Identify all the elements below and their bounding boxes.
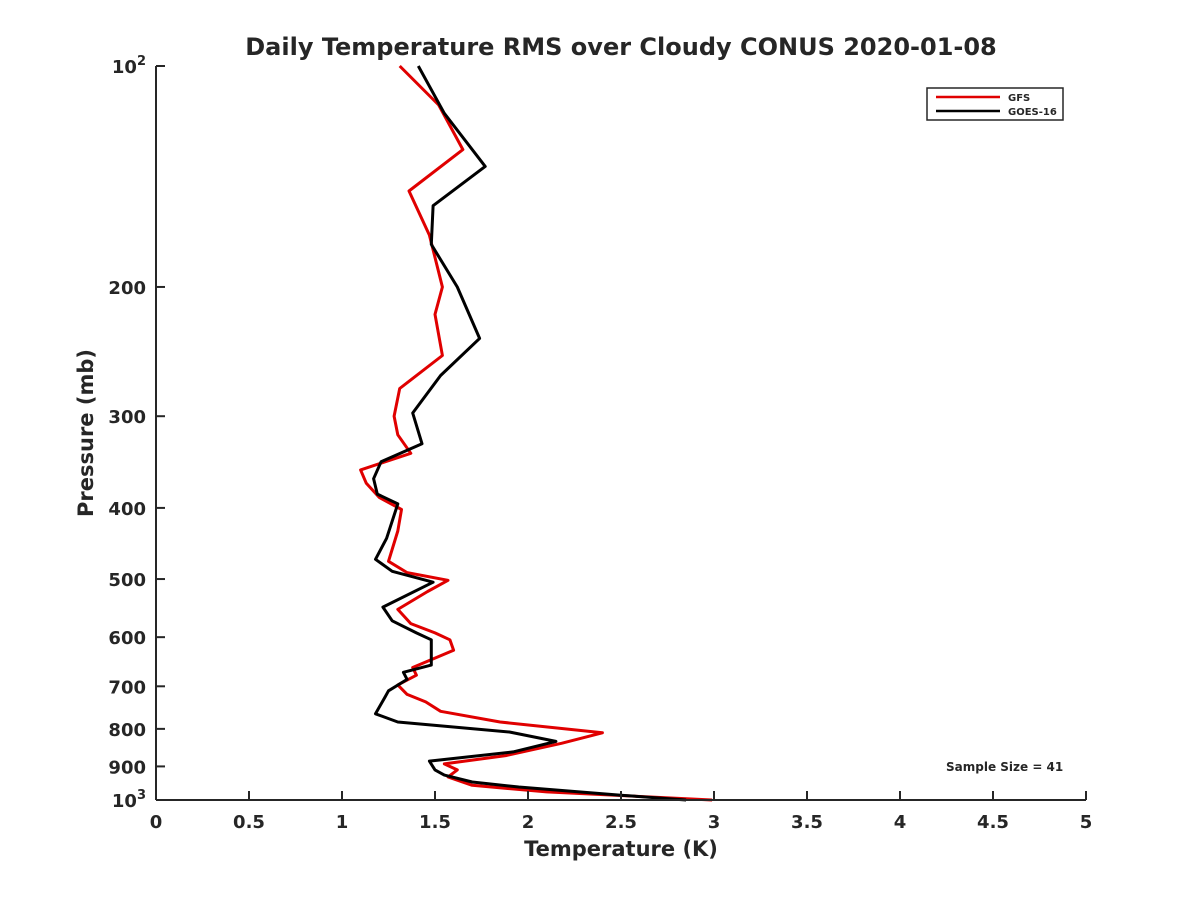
legend: GFS GOES-16 (926, 87, 1064, 121)
x-tick-label: 0.5 (233, 812, 265, 833)
legend-box (926, 87, 1064, 121)
y-ticks: 102 200 300 400 500 600 700 800 900 103 (108, 54, 165, 812)
x-tick-label: 2.5 (605, 812, 637, 833)
x-tick-label: 1.5 (419, 812, 451, 833)
y-tick-label: 500 (108, 570, 146, 591)
y-tick-label: 400 (108, 499, 146, 520)
x-tick-label: 4 (894, 812, 907, 833)
x-tick-label: 4.5 (977, 812, 1009, 833)
x-tick-label: 3.5 (791, 812, 823, 833)
y-tick-label: 600 (108, 628, 146, 649)
y-axis-label: Pressure (mb) (74, 349, 98, 517)
x-ticks: 0 0.5 1 1.5 2 2.5 3 3.5 4 4.5 5 (150, 791, 1093, 833)
x-tick-label: 1 (336, 812, 349, 833)
y-tick-label: 900 (108, 757, 146, 778)
chart-title: Daily Temperature RMS over Cloudy CONUS … (245, 33, 997, 61)
legend-label-gfs: GFS (1008, 93, 1030, 104)
x-tick-label: 5 (1080, 812, 1093, 833)
x-tick-label: 0 (150, 812, 163, 833)
sample-size-annotation: Sample Size = 41 (946, 760, 1063, 774)
y-tick-label: 800 (108, 720, 146, 741)
y-tick-label: 200 (108, 278, 146, 299)
y-tick-label: 700 (108, 677, 146, 698)
y-tick-label: 300 (108, 407, 146, 428)
y-tick-label: 102 (112, 54, 146, 78)
x-axis-label: Temperature (K) (524, 837, 718, 861)
series-layer (359, 64, 713, 802)
legend-label-goes16: GOES-16 (1008, 107, 1057, 118)
x-tick-label: 3 (708, 812, 721, 833)
series-line-gfs (359, 64, 713, 802)
y-tick-label: 103 (112, 788, 146, 812)
series-line-goes16 (372, 65, 687, 802)
x-tick-label: 2 (522, 812, 535, 833)
